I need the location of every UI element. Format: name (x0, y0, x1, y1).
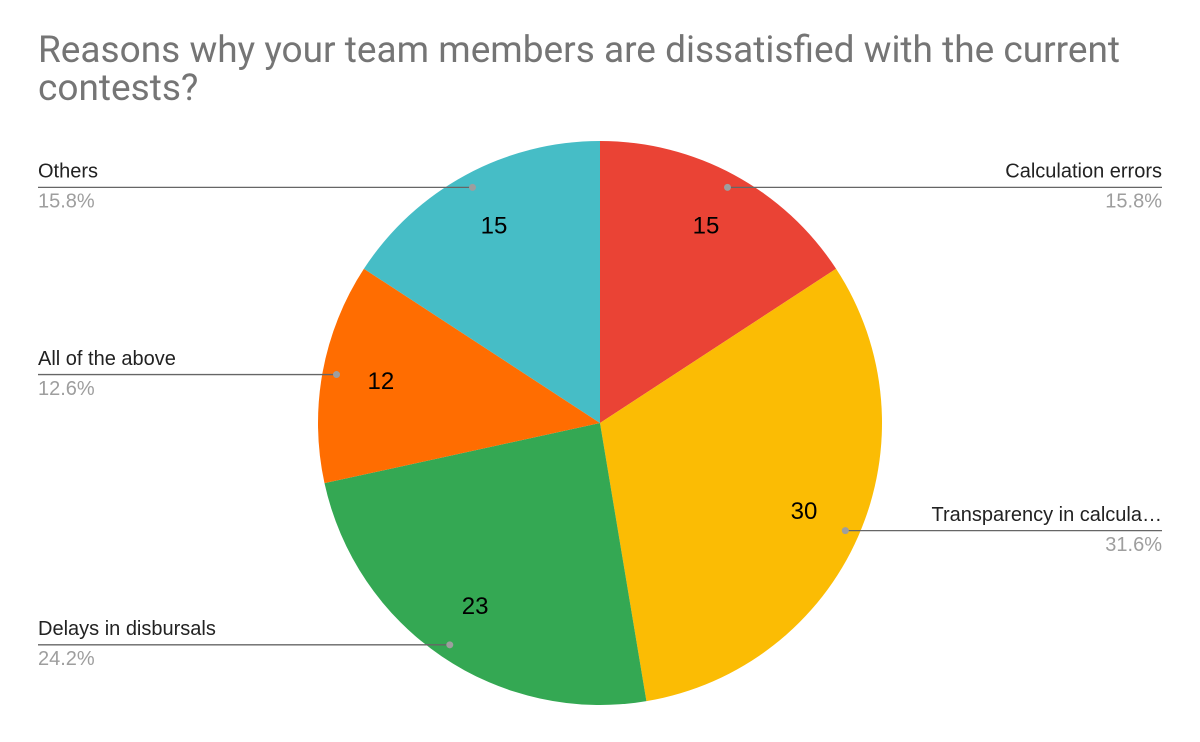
category-label: Calculation errors (1005, 161, 1162, 183)
pie-slice (324, 423, 647, 705)
leader-dot (724, 183, 732, 191)
category-label: Delays in disbursals (38, 618, 216, 640)
value-label: 12 (368, 368, 395, 395)
leader-dot (446, 641, 454, 649)
pie-slice (363, 141, 600, 423)
pie-slice (600, 141, 837, 423)
leader-dot (468, 183, 476, 191)
leader-dot (841, 527, 849, 535)
percent-label: 24.2% (38, 648, 95, 670)
percent-label: 15.8% (38, 191, 95, 213)
leader-dot (333, 371, 341, 379)
pie-slice (318, 268, 600, 484)
chart-title: Reasons why your team members are dissat… (38, 29, 1121, 110)
category-label: All of the above (38, 348, 176, 370)
percent-label: 12.6% (38, 378, 95, 400)
pie-slice (600, 268, 882, 702)
value-label: 30 (791, 498, 818, 525)
percent-label: 31.6% (1105, 534, 1162, 556)
value-label: 15 (693, 212, 720, 239)
category-label: Transparency in calcula… (932, 504, 1162, 526)
value-label: 23 (462, 593, 489, 620)
value-label: 15 (481, 212, 508, 239)
category-label: Others (38, 161, 98, 183)
percent-label: 15.8% (1105, 191, 1162, 213)
